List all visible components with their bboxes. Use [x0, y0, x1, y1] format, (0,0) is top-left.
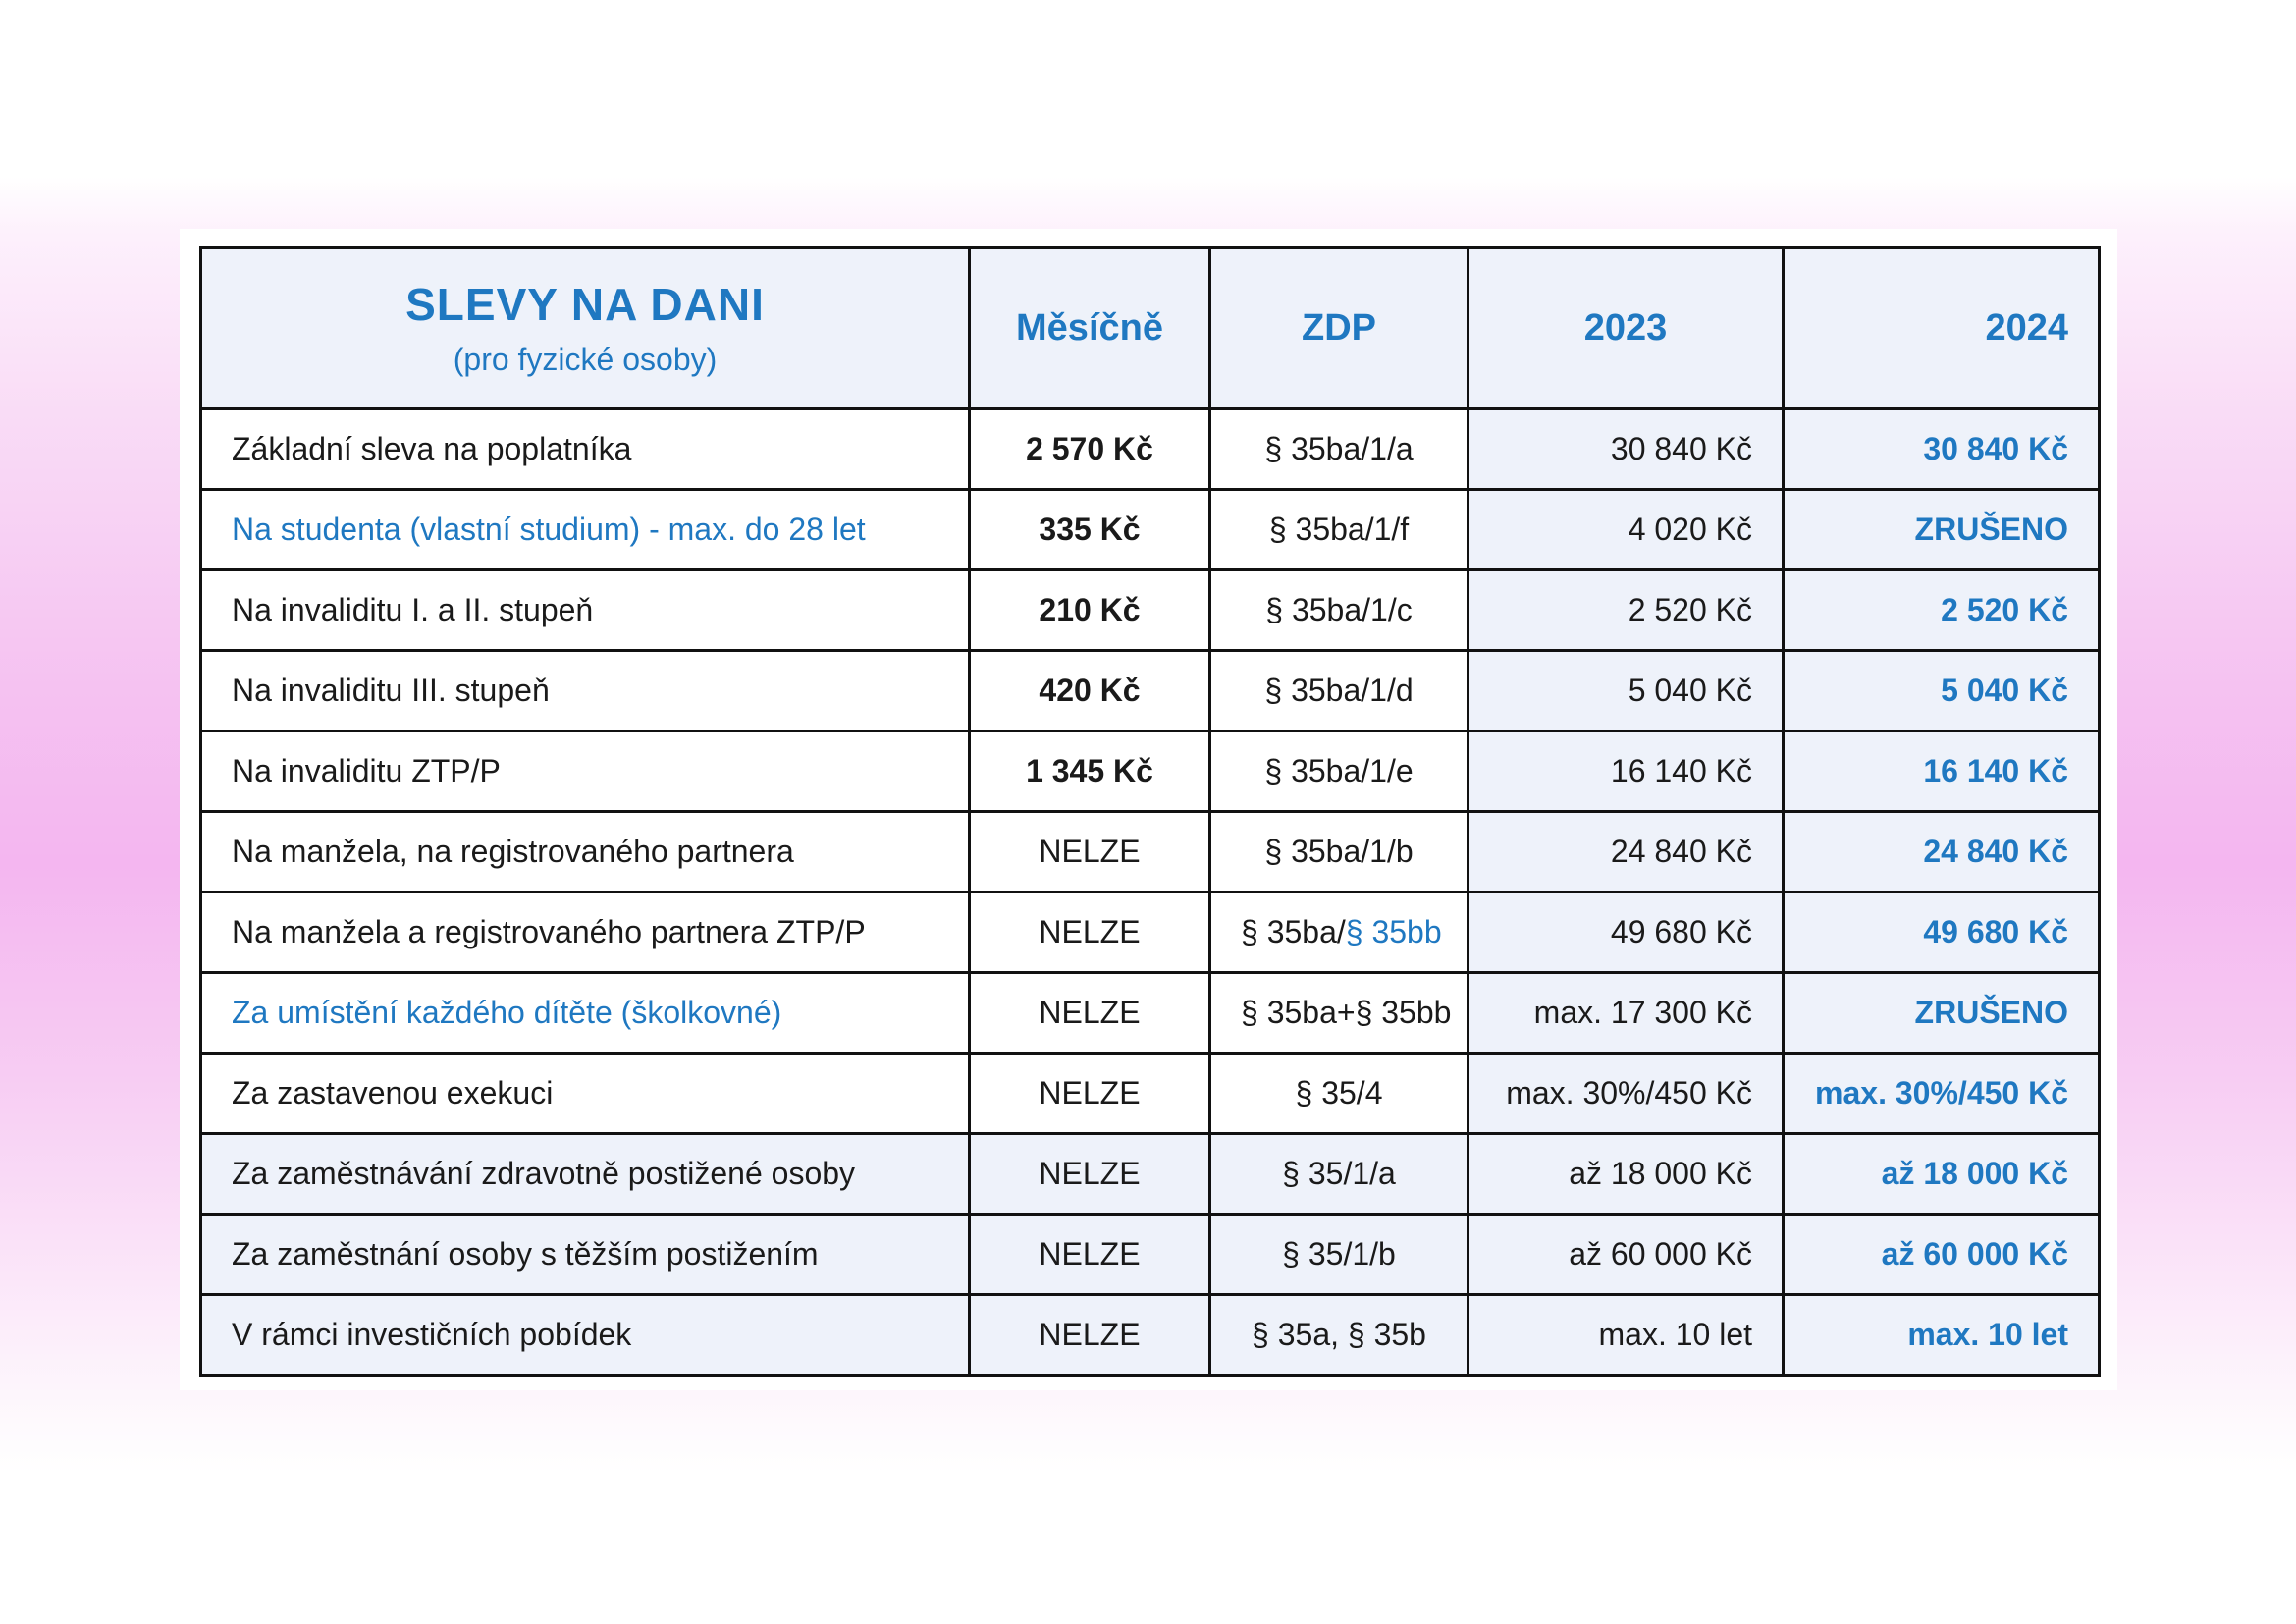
monthly-amount-cell: NELZE [968, 810, 1211, 893]
table-row: Na invaliditu ZTP/P 1 345 Kč § 35ba/1/e 16 … [199, 730, 2101, 813]
monthly-amount-cell: 420 Kč [968, 649, 1211, 732]
table-row: Za zastavenou exekuci NELZE § 35/4 max. 30%… [199, 1052, 2101, 1135]
column-header-2024: 2024 [1782, 246, 2101, 410]
table-header-row: SLEVY NA DANI (pro fyzické osoby) Měsíčn… [199, 246, 2101, 410]
amount-2024-cell: 2 520 Kč [1782, 568, 2101, 652]
zdp-paragraph: § 35/1/a [1282, 1155, 1396, 1191]
discount-name-cell: Na invaliditu III. stupeň [199, 649, 971, 732]
zdp-paragraph-cell: § 35/1/a [1208, 1132, 1469, 1216]
monthly-amount-cell: NELZE [968, 971, 1211, 1055]
amount-2024-cell: 16 140 Kč [1782, 730, 2101, 813]
zdp-paragraph-extra: § 35bb [1345, 913, 1442, 949]
zdp-paragraph-cell: § 35ba/1/d [1208, 649, 1469, 732]
zdp-paragraph: § 35/1/b [1282, 1235, 1396, 1272]
column-header-zdp: ZDP [1208, 246, 1469, 410]
zdp-paragraph: § 35ba+§ 35bb [1241, 994, 1452, 1030]
table-row: Základní sleva na poplatníka 2 570 Kč § 35… [199, 407, 2101, 491]
table-row: Na manžela a registrovaného partnera ZTP… [199, 891, 2101, 974]
amount-2023-cell: max. 30%/450 Kč [1467, 1052, 1785, 1135]
zdp-paragraph: § 35ba/ [1241, 913, 1346, 949]
table-row: Za zaměstnání osoby s těžším postižením N… [199, 1213, 2101, 1296]
zdp-paragraph-cell: § 35a, § 35b [1208, 1293, 1469, 1377]
discount-name-cell: Na manžela a registrovaného partnera ZTP… [199, 891, 971, 974]
monthly-amount-cell: 1 345 Kč [968, 730, 1211, 813]
amount-2023-cell: 5 040 Kč [1467, 649, 1785, 732]
discount-name-cell: Na invaliditu ZTP/P [199, 730, 971, 813]
monthly-amount-cell: NELZE [968, 891, 1211, 974]
zdp-paragraph-cell: § 35/1/b [1208, 1213, 1469, 1296]
amount-2023-cell: 30 840 Kč [1467, 407, 1785, 491]
amount-2024-cell: až 18 000 Kč [1782, 1132, 2101, 1216]
table-row: Za umístění každého dítěte (školkovné) NE… [199, 971, 2101, 1055]
discount-name-cell: Za zaměstnání osoby s těžším postižením [199, 1213, 971, 1296]
amount-2023-cell: 2 520 Kč [1467, 568, 1785, 652]
discount-name-cell: Za zaměstnávání zdravotně postižené osob… [199, 1132, 971, 1216]
discount-name-cell: Za umístění každého dítěte (školkovné) [199, 971, 971, 1055]
zdp-paragraph-cell: § 35ba/1/b [1208, 810, 1469, 893]
amount-2023-cell: 16 140 Kč [1467, 730, 1785, 813]
zdp-paragraph-cell: § 35ba/1/a [1208, 407, 1469, 491]
table-row: Na invaliditu I. a II. stupeň 210 Kč § 35b… [199, 568, 2101, 652]
monthly-amount-cell: NELZE [968, 1052, 1211, 1135]
amount-2024-cell: až 60 000 Kč [1782, 1213, 2101, 1296]
discount-name-cell: Na manžela, na registrovaného partnera [199, 810, 971, 893]
amount-2023-cell: až 60 000 Kč [1467, 1213, 1785, 1296]
amount-2024-cell: ZRUŠENO [1782, 971, 2101, 1055]
amount-2024-cell: ZRUŠENO [1782, 488, 2101, 571]
monthly-amount-cell: 335 Kč [968, 488, 1211, 571]
amount-2023-cell: až 18 000 Kč [1467, 1132, 1785, 1216]
table-row: Za zaměstnávání zdravotně postižené osob… [199, 1132, 2101, 1216]
zdp-paragraph: § 35ba/1/d [1264, 672, 1414, 708]
zdp-paragraph: § 35ba/1/c [1265, 591, 1413, 627]
column-header-2023: 2023 [1467, 246, 1785, 410]
zdp-paragraph: § 35ba/1/f [1268, 511, 1410, 547]
monthly-amount-cell: 210 Kč [968, 568, 1211, 652]
table-subtitle: (pro fyzické osoby) [453, 342, 718, 378]
amount-2023-cell: 49 680 Kč [1467, 891, 1785, 974]
zdp-paragraph-cell: § 35ba/§ 35bb [1208, 891, 1469, 974]
tax-discounts-table: SLEVY NA DANI (pro fyzické osoby) Měsíčn… [199, 246, 2101, 1377]
discount-name-cell: Základní sleva na poplatníka [199, 407, 971, 491]
amount-2023-cell: 24 840 Kč [1467, 810, 1785, 893]
zdp-paragraph: § 35ba/1/e [1264, 752, 1414, 788]
table-row: V rámci investičních pobídek NELZE § 35a, … [199, 1293, 2101, 1377]
table-row: Na studenta (vlastní studium) - max. do … [199, 488, 2101, 571]
zdp-paragraph-cell: § 35ba/1/c [1208, 568, 1469, 652]
table-row: Na invaliditu III. stupeň 420 Kč § 35ba/1/… [199, 649, 2101, 732]
column-header-monthly: Měsíčně [968, 246, 1211, 410]
zdp-paragraph: § 35/4 [1295, 1074, 1383, 1110]
amount-2023-cell: 4 020 Kč [1467, 488, 1785, 571]
zdp-paragraph: § 35a, § 35b [1252, 1316, 1426, 1352]
table-title-cell: SLEVY NA DANI (pro fyzické osoby) [199, 246, 971, 410]
discount-name-cell: V rámci investičních pobídek [199, 1293, 971, 1377]
amount-2024-cell: 24 840 Kč [1782, 810, 2101, 893]
amount-2024-cell: 49 680 Kč [1782, 891, 2101, 974]
amount-2024-cell: 30 840 Kč [1782, 407, 2101, 491]
amount-2024-cell: max. 10 let [1782, 1293, 2101, 1377]
monthly-amount-cell: NELZE [968, 1213, 1211, 1296]
amount-2024-cell: max. 30%/450 Kč [1782, 1052, 2101, 1135]
table-row: Na manžela, na registrovaného partnera NE… [199, 810, 2101, 893]
zdp-paragraph: § 35ba/1/a [1264, 430, 1414, 466]
zdp-paragraph-cell: § 35ba/1/e [1208, 730, 1469, 813]
zdp-paragraph-cell: § 35ba/1/f [1208, 488, 1469, 571]
monthly-amount-cell: 2 570 Kč [968, 407, 1211, 491]
amount-2023-cell: max. 10 let [1467, 1293, 1785, 1377]
zdp-paragraph-cell: § 35ba+§ 35bb [1208, 971, 1469, 1055]
discount-name-cell: Na studenta (vlastní studium) - max. do … [199, 488, 971, 571]
amount-2024-cell: 5 040 Kč [1782, 649, 2101, 732]
discount-name-cell: Za zastavenou exekuci [199, 1052, 971, 1135]
monthly-amount-cell: NELZE [968, 1293, 1211, 1377]
zdp-paragraph-cell: § 35/4 [1208, 1052, 1469, 1135]
zdp-paragraph: § 35ba/1/b [1264, 833, 1414, 869]
amount-2023-cell: max. 17 300 Kč [1467, 971, 1785, 1055]
monthly-amount-cell: NELZE [968, 1132, 1211, 1216]
table-title: SLEVY NA DANI [405, 278, 765, 330]
discount-name-cell: Na invaliditu I. a II. stupeň [199, 568, 971, 652]
